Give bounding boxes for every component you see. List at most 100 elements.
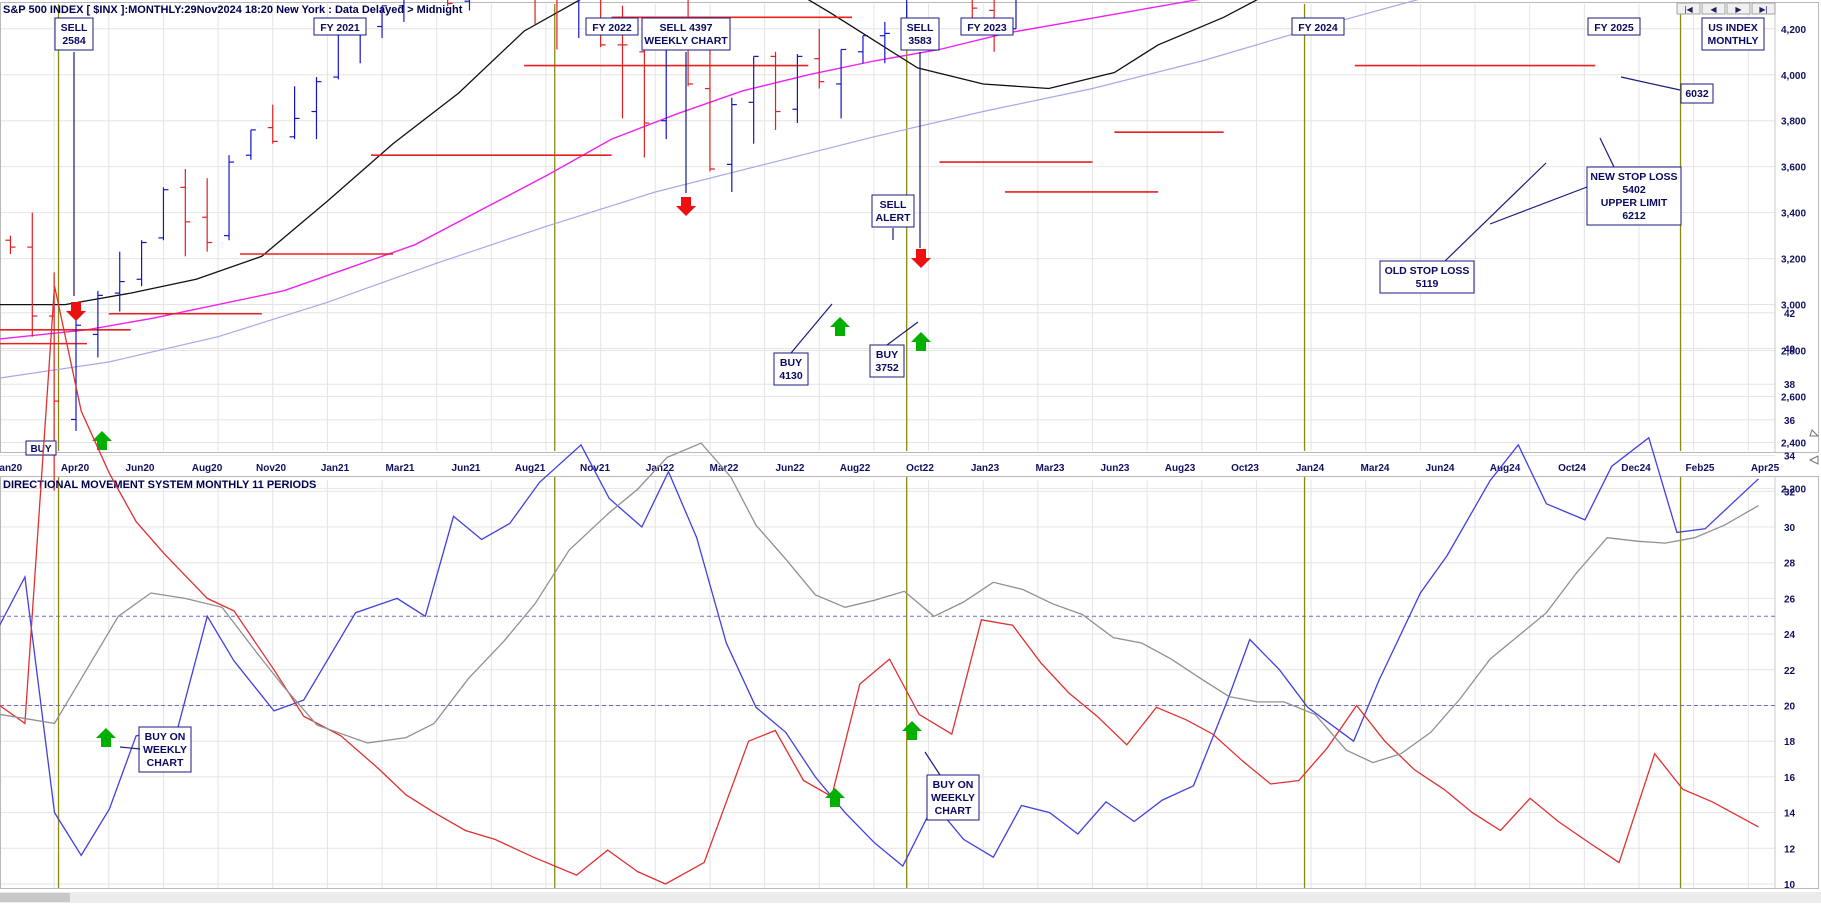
label-old-stop-loss-frame xyxy=(1379,260,1475,294)
label-sell-4397-frame xyxy=(641,17,731,51)
label-sell-4397-text: WEEKLY CHART xyxy=(644,35,728,47)
ohlc-bar xyxy=(556,0,558,50)
label-new-stop-loss-text: 5402 xyxy=(1622,184,1646,196)
label-sell-3583-frame xyxy=(900,17,940,51)
buy-arrow-3752 xyxy=(911,332,931,351)
leader-buy-weekly-2 xyxy=(924,751,941,776)
dms-panel-frame xyxy=(0,476,1819,889)
x-tick-label: Mar23 xyxy=(1036,463,1065,474)
dms-y-tick-label: 36 xyxy=(1784,416,1796,427)
x-tick-label: Jan23 xyxy=(971,463,1000,474)
pan-marker-icon xyxy=(1808,455,1819,465)
nav-first-icon: |◀ xyxy=(1684,5,1693,14)
nav-next-button[interactable] xyxy=(1726,2,1751,15)
ohlc-bar xyxy=(836,48,847,119)
ohlc-bar xyxy=(857,35,868,64)
price-y-tick-label: 4,200 xyxy=(1781,25,1806,36)
label-buy-4130-text: 4130 xyxy=(779,370,803,382)
label-sell-3583-text: SELL xyxy=(907,22,934,34)
bottom-scrollbar-thumb[interactable] xyxy=(0,893,70,902)
x-tick-label: Jan20 xyxy=(0,463,23,474)
dms-y-tick-label: 40 xyxy=(1784,345,1796,356)
dms-y-tick-label: 16 xyxy=(1784,773,1796,784)
label-buy-weekly-2-text: WEEKLY xyxy=(931,792,975,804)
fy-label-frame xyxy=(1587,17,1641,36)
label-buy-weekly-2-text: BUY ON xyxy=(933,779,974,791)
price-y-tick-label: 2,600 xyxy=(1781,392,1806,403)
fy-label-frame xyxy=(1291,17,1345,36)
ma-black-line xyxy=(0,0,1258,306)
label-new-stop-loss-frame xyxy=(1586,166,1682,226)
ohlc-bar xyxy=(578,0,580,38)
bottom-scrollbar-track xyxy=(0,892,1821,903)
dms-buy-arrow-2 xyxy=(825,788,845,807)
dms-y-tick-label: 38 xyxy=(1784,380,1796,391)
leader-buy-4130 xyxy=(790,303,833,354)
dms-y-tick-label: 34 xyxy=(1784,452,1796,463)
x-tick-label: Feb25 xyxy=(1686,463,1715,474)
label-buy-weekly-1-text: CHART xyxy=(147,757,184,769)
x-tick-label: Jan24 xyxy=(1296,463,1325,474)
label-old-stop-loss-text: 5119 xyxy=(1416,278,1439,290)
ohlc-bar xyxy=(879,21,890,64)
label-buy-weekly-2-text: CHART xyxy=(935,805,972,817)
label-sell-alert-text: SELL xyxy=(880,199,907,211)
price-y-tick-label: 2,800 xyxy=(1781,347,1806,358)
ohlc-bar xyxy=(726,97,737,192)
fy-label: FY 2023 xyxy=(967,22,1007,34)
fy-label: FY 2025 xyxy=(1594,22,1634,34)
label-sell-3583-text: 3583 xyxy=(908,35,932,47)
fy-label-frame xyxy=(313,17,367,36)
fy-label: FY 2021 xyxy=(320,22,360,34)
ohlc-bar xyxy=(639,33,650,158)
x-tick-label: Aug23 xyxy=(1165,463,1196,474)
ohlc-bar xyxy=(311,77,322,140)
price-y-tick-label: 3,000 xyxy=(1781,301,1806,312)
fy-label-frame xyxy=(585,17,639,36)
price-grid xyxy=(0,4,1775,489)
x-tick-label: Jun23 xyxy=(1101,463,1130,474)
ohlc-bar xyxy=(114,251,125,312)
dms-y-tick-label: 22 xyxy=(1784,666,1796,677)
label-6032-text: 6032 xyxy=(1685,88,1709,100)
ohlc-bar xyxy=(71,313,82,431)
x-tick-label: Oct24 xyxy=(1558,463,1586,474)
label-buy-3752-text: BUY xyxy=(876,349,898,361)
label-new-stop-loss-text: UPPER LIMIT xyxy=(1601,197,1668,209)
ohlc-bar xyxy=(158,187,169,241)
dms-buy-arrow-3 xyxy=(902,721,922,740)
price-y-tick-label: 2,400 xyxy=(1781,438,1806,449)
nav-last-button[interactable] xyxy=(1751,2,1776,15)
price-y-tick-label: 3,600 xyxy=(1781,163,1806,174)
nav-prev-button[interactable] xyxy=(1701,2,1726,15)
dms-series-line-0 xyxy=(0,436,1759,868)
leader-buy-weekly-1 xyxy=(119,746,141,750)
label-sell-2584-frame xyxy=(54,17,94,51)
label-buy-cut-frame xyxy=(25,440,57,456)
ohlc-bar xyxy=(704,47,715,172)
ohlc-bar xyxy=(464,0,471,11)
ma-lavender-line xyxy=(0,0,1419,379)
price-y-tick-label: 2,200 xyxy=(1781,484,1806,495)
dms-y-tick-label: 28 xyxy=(1784,559,1796,570)
label-sell-alert-frame xyxy=(871,194,915,228)
label-buy-3752-text: 3752 xyxy=(875,362,899,374)
ohlc-bar xyxy=(245,129,256,160)
fy-label-frame xyxy=(960,17,1014,36)
ohlc-bar xyxy=(971,0,978,20)
x-tick-label: Dec24 xyxy=(1621,463,1651,474)
x-tick-label: Mar24 xyxy=(1361,463,1390,474)
ohlc-bar xyxy=(5,235,16,255)
dms-y-tick-label: 26 xyxy=(1784,594,1796,605)
nav-first-button[interactable] xyxy=(1676,2,1701,15)
ohlc-bar xyxy=(814,28,825,89)
